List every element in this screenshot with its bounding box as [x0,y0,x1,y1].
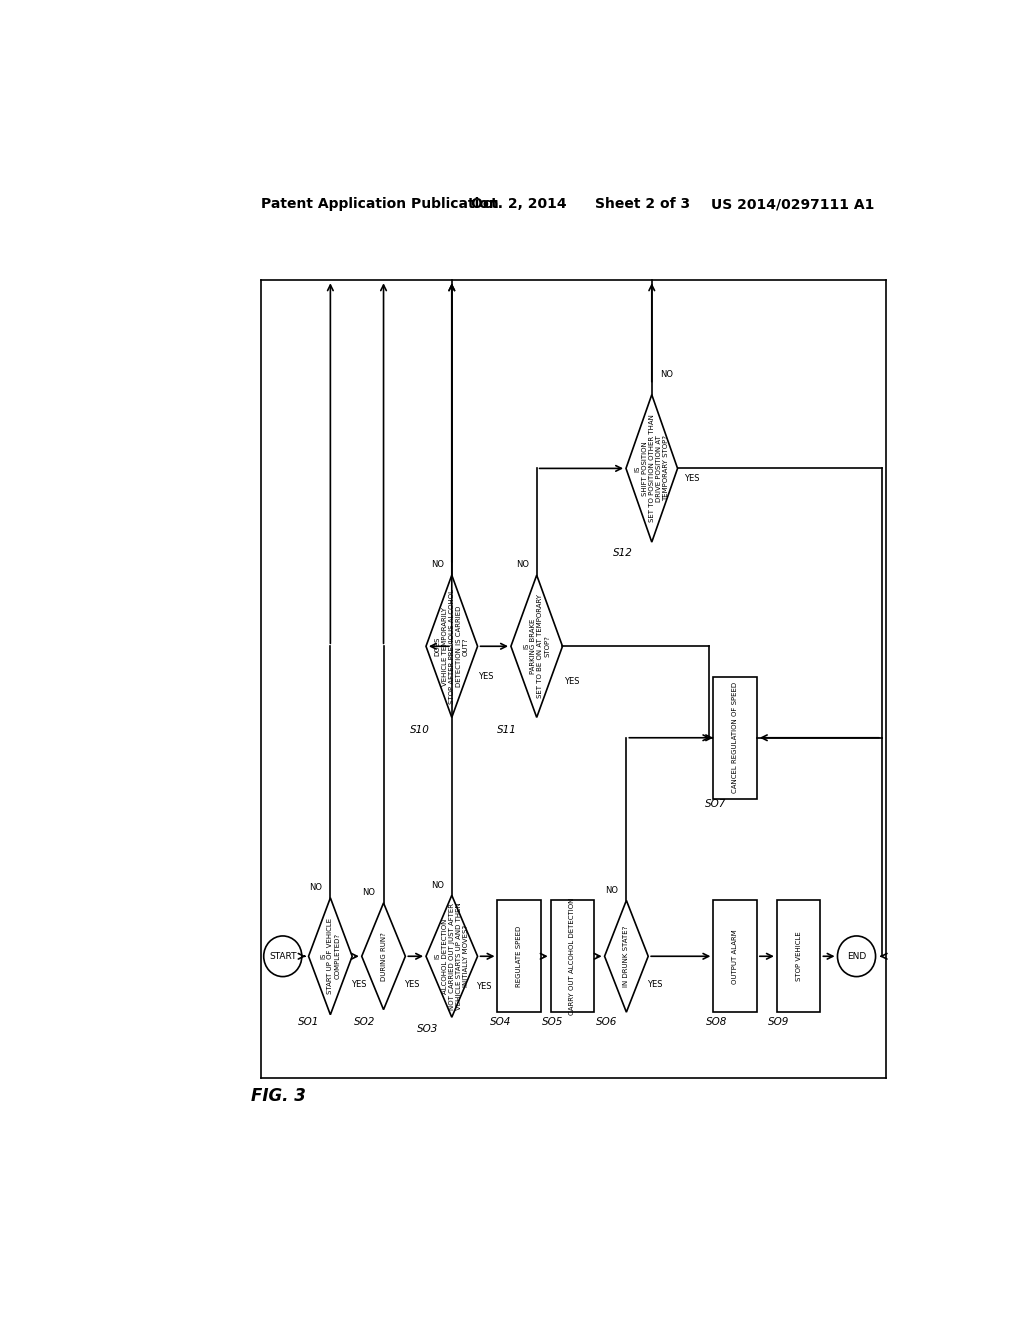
Text: END: END [847,952,866,961]
Text: Patent Application Publication: Patent Application Publication [261,197,499,211]
Text: DURING RUN?: DURING RUN? [381,932,386,981]
Text: CARRY OUT ALCOHOL DETECTION: CARRY OUT ALCOHOL DETECTION [569,898,575,1015]
Text: SO7: SO7 [705,799,726,809]
Bar [777,900,820,1012]
Text: NO: NO [516,561,528,569]
Text: Oct. 2, 2014: Oct. 2, 2014 [471,197,566,211]
Text: YES: YES [351,981,367,989]
Text: IS
ALCOHOL DETECTION
NOT CARRIED OUT JUST AFTER
VEHICLE STARTS UP AND THEN
INITI: IS ALCOHOL DETECTION NOT CARRIED OUT JUS… [435,903,469,1010]
Text: S10: S10 [410,725,430,734]
Text: YES: YES [564,677,580,686]
Text: IN DRUNK STATE?: IN DRUNK STATE? [624,925,630,987]
Bar [498,900,541,1012]
Text: CANCEL REGULATION OF SPEED: CANCEL REGULATION OF SPEED [732,682,738,793]
Text: SO4: SO4 [490,1018,512,1027]
Bar [714,900,757,1012]
Text: Sheet 2 of 3: Sheet 2 of 3 [595,197,690,211]
Text: START: START [269,952,297,961]
Text: SO1: SO1 [298,1018,319,1027]
Text: IS
SHIFT POSITION
SET TO POSITION OTHER THAN
DRIVE POSITION AT
TEMPORARY STOP?: IS SHIFT POSITION SET TO POSITION OTHER … [635,414,669,523]
Text: IS
PARKING BRAKE
SET TO BE ON AT TEMPORARY
STOP?: IS PARKING BRAKE SET TO BE ON AT TEMPORA… [523,594,550,698]
Text: NO: NO [431,880,443,890]
Text: S11: S11 [498,725,517,734]
Text: YES: YES [684,474,699,483]
Text: SO6: SO6 [596,1018,617,1027]
Text: FIG. 3: FIG. 3 [251,1086,306,1105]
Text: IS
START UP OF VEHICLE
COMPLETED?: IS START UP OF VEHICLE COMPLETED? [321,919,340,994]
Text: NO: NO [362,888,376,898]
Text: S12: S12 [612,548,633,557]
Bar [551,900,594,1012]
Text: YES: YES [647,981,663,989]
Text: NO: NO [605,886,618,895]
Text: DOES
VEHICLE TEMPORARILY
STOP AFTER PREVIOUS ALCOHOL
DETECTION IS CARRIED
OUT?: DOES VEHICLE TEMPORARILY STOP AFTER PREV… [435,589,469,704]
Text: STOP VEHICLE: STOP VEHICLE [796,932,802,981]
Text: NO: NO [659,370,673,379]
Text: SO8: SO8 [707,1018,727,1027]
Text: YES: YES [403,981,420,989]
Text: NO: NO [309,883,323,892]
Text: SO3: SO3 [418,1024,438,1035]
Text: SO5: SO5 [542,1018,563,1027]
Text: SO9: SO9 [768,1018,790,1027]
Text: OUTPUT ALARM: OUTPUT ALARM [732,929,738,983]
Text: YES: YES [478,672,494,681]
Text: YES: YES [476,982,492,991]
Text: REGULATE SPEED: REGULATE SPEED [516,925,522,987]
Text: NO: NO [431,561,443,569]
Bar [714,677,757,799]
Text: SO2: SO2 [354,1018,375,1027]
Text: US 2014/0297111 A1: US 2014/0297111 A1 [712,197,874,211]
